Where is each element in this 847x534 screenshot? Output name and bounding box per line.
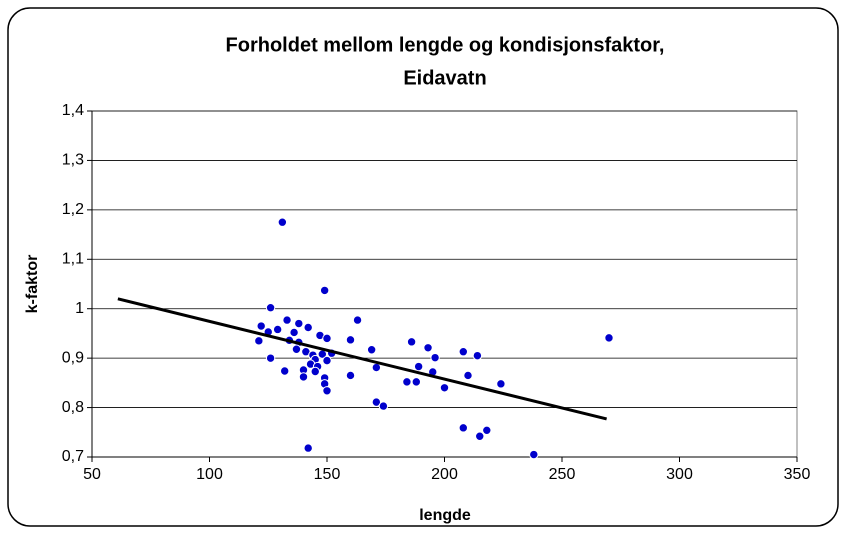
data-point [529, 449, 539, 460]
data-point [345, 370, 356, 381]
plot-area [91, 110, 798, 458]
chart-title: Eidavatn [403, 67, 486, 89]
data-point [256, 321, 266, 331]
y-tick-label: 1 [75, 300, 84, 317]
data-point [319, 285, 330, 296]
chart-title: Forholdet mellom lengde og kondisjonsfak… [226, 34, 665, 56]
data-point [298, 372, 309, 382]
data-point [322, 355, 332, 366]
y-axis-title: k-faktor [24, 255, 41, 314]
data-point [352, 315, 363, 325]
y-tick-label: 0,8 [62, 399, 84, 416]
data-point [496, 379, 506, 389]
data-point [322, 386, 332, 396]
y-tick-label: 0,7 [62, 448, 84, 465]
data-point [475, 431, 485, 441]
x-tick-label: 100 [196, 466, 223, 483]
x-tick-label: 50 [83, 466, 101, 483]
data-point [463, 370, 473, 381]
data-point [411, 377, 421, 387]
data-point [265, 353, 276, 363]
data-point [282, 315, 292, 325]
x-axis-title: lengde [419, 507, 471, 524]
data-point [458, 347, 468, 357]
x-tick-label: 300 [666, 466, 693, 483]
y-tick-label: 1,2 [62, 201, 84, 218]
data-point [303, 322, 313, 333]
data-point [439, 383, 450, 393]
data-point [254, 336, 264, 346]
data-point [406, 337, 417, 347]
data-point [472, 350, 483, 361]
data-point [458, 423, 468, 433]
y-tick-label: 1,4 [62, 102, 84, 119]
y-tick-label: 1,3 [62, 152, 84, 169]
data-point [265, 303, 276, 313]
data-point [371, 397, 382, 407]
trend-line [117, 297, 608, 421]
data-point [322, 333, 332, 344]
x-tick-label: 250 [549, 466, 576, 483]
data-point [366, 345, 377, 355]
data-point [294, 318, 304, 329]
data-point [310, 366, 320, 377]
data-point [277, 217, 288, 227]
data-point [345, 335, 356, 345]
data-point [402, 377, 412, 387]
data-point [423, 343, 433, 353]
data-point [378, 401, 389, 411]
x-tick-label: 200 [431, 466, 458, 483]
data-point [604, 333, 614, 343]
data-point [272, 324, 283, 335]
data-point [482, 425, 492, 436]
data-point [303, 443, 313, 453]
data-point [413, 361, 424, 372]
data-point [280, 366, 290, 376]
x-tick-label: 150 [314, 466, 341, 483]
y-tick-label: 1,1 [62, 251, 84, 268]
x-tick-label: 350 [784, 466, 811, 483]
data-point [289, 327, 299, 338]
data-point [291, 344, 302, 354]
y-tick-label: 0,9 [62, 349, 84, 366]
data-point [430, 352, 440, 363]
